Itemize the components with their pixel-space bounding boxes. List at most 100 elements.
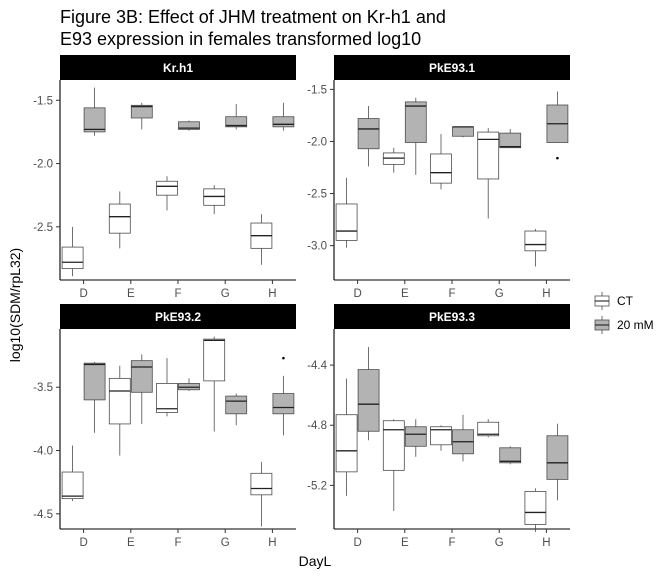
box-ct-d: [61, 445, 84, 502]
x-tick-label: H: [268, 537, 276, 549]
panel-pke93-1: PkE93.1 -1.5 -2.0 -2.5 -3.0 D E F G H: [307, 55, 570, 300]
box-20-mm-h: [272, 102, 295, 131]
x-tick-label: G: [495, 288, 504, 300]
box-20-mm-h: [546, 91, 569, 160]
y-tick-label: -4.0: [33, 446, 53, 458]
box-ct-e: [108, 365, 131, 456]
box-20-mm-g: [225, 393, 248, 426]
box-body: [335, 203, 358, 241]
panel-strip-label: Kr.h1: [163, 61, 193, 75]
y-tick-label: -4.4: [307, 360, 327, 372]
x-tick-label: D: [353, 537, 361, 549]
panel-kr-h1: Kr.h1 -1.5 -2.0 -2.5 D E F G H: [33, 55, 296, 300]
y-tick-label: -2.5: [307, 189, 327, 201]
x-tick-label: F: [448, 537, 455, 549]
box-body: [225, 395, 248, 415]
panel-pke93-3: PkE93.3 -4.4 -4.8 -5.2 D E F G H: [307, 304, 570, 549]
box-20-mm-g: [225, 104, 248, 130]
box-body: [61, 246, 84, 270]
x-tick-label: G: [221, 537, 230, 549]
x-tick-label: H: [268, 288, 276, 300]
chart-title: Figure 3B: Effect of JHM treatment on Kr…: [60, 6, 446, 50]
x-tick-label: H: [542, 537, 550, 549]
x-tick-label: E: [127, 288, 135, 300]
x-tick-label: D: [353, 288, 361, 300]
box-body: [430, 426, 452, 446]
x-tick-label: F: [174, 288, 181, 300]
box-body: [272, 116, 295, 128]
box-20-mm-e: [130, 354, 153, 424]
box-ct-h: [250, 461, 273, 527]
box-body: [203, 338, 226, 382]
y-axis-title: log10(SDM/rpL32): [7, 248, 23, 362]
box-20-mm-f: [178, 120, 200, 131]
legend: CT 20 mM: [594, 292, 654, 334]
y-tick-label: -4.5: [33, 509, 53, 521]
panel-strip-label: PkE93.2: [155, 310, 201, 324]
x-tick-label: E: [127, 537, 135, 549]
outlier-point: [282, 356, 285, 360]
box-20-mm-f: [178, 378, 200, 392]
panel-pke93-2: PkE93.2 -3.5 -4.0 -4.5 D E F G H: [33, 304, 296, 549]
box-body: [499, 447, 522, 464]
x-tick-label: E: [401, 537, 409, 549]
box-ct-e: [382, 147, 405, 173]
box-ct-e: [108, 191, 131, 249]
y-tick-label: -3.5: [33, 382, 53, 394]
panel-strip-label: PkE93.3: [429, 310, 475, 324]
box-body: [272, 393, 295, 415]
box-body: [250, 472, 273, 496]
x-tick-label: H: [542, 288, 550, 300]
box-20-mm-d: [83, 87, 106, 136]
box-20-mm-d: [83, 361, 106, 433]
box-20-mm-h: [272, 356, 295, 436]
box-ct-e: [382, 419, 405, 511]
y-tick-label: -5.2: [307, 480, 327, 492]
box-body: [452, 126, 474, 137]
panel-strip-label: PkE93.1: [429, 61, 475, 75]
box-ct-h: [250, 214, 273, 265]
box-body: [335, 414, 358, 473]
x-tick-label: F: [448, 288, 455, 300]
box-body: [108, 377, 131, 425]
box-ct-f: [156, 358, 178, 417]
box-20-mm-f: [452, 126, 474, 138]
box-body: [546, 435, 569, 480]
box-body: [477, 421, 500, 437]
box-body: [499, 132, 522, 149]
box-body: [225, 116, 248, 128]
y-tick-label: -4.8: [307, 420, 327, 432]
box-ct-h: [524, 228, 547, 267]
x-tick-label: E: [401, 288, 409, 300]
y-tick-label: -2.0: [307, 136, 327, 148]
box-ct-d: [335, 177, 358, 248]
box-ct-g: [477, 127, 500, 219]
box-20-mm-g: [499, 446, 522, 465]
box-body: [524, 230, 547, 252]
box-body: [357, 369, 380, 432]
box-ct-f: [430, 134, 452, 190]
box-ct-h: [524, 488, 547, 533]
box-20-mm-e: [130, 102, 153, 130]
box-body: [477, 131, 500, 180]
box-ct-d: [61, 226, 84, 277]
outlier-point: [556, 156, 559, 160]
x-tick-label: F: [174, 537, 181, 549]
box-ct-f: [430, 425, 452, 451]
box-body: [83, 107, 106, 133]
x-axis-title: DayL: [299, 553, 332, 569]
box-body: [404, 426, 427, 447]
legend-label: CT: [617, 294, 634, 308]
y-tick-label: -2.0: [33, 159, 53, 171]
box-20-mm-e: [404, 97, 427, 175]
box-ct-g: [477, 419, 500, 438]
box-body: [404, 101, 427, 143]
box-20-mm-f: [452, 414, 474, 462]
box-ct-g: [203, 185, 226, 215]
y-tick-label: -2.5: [33, 222, 53, 234]
box-20-mm-h: [546, 423, 569, 501]
box-body: [83, 362, 106, 401]
panel-strip: [334, 304, 570, 329]
panel-strip: [334, 55, 570, 80]
